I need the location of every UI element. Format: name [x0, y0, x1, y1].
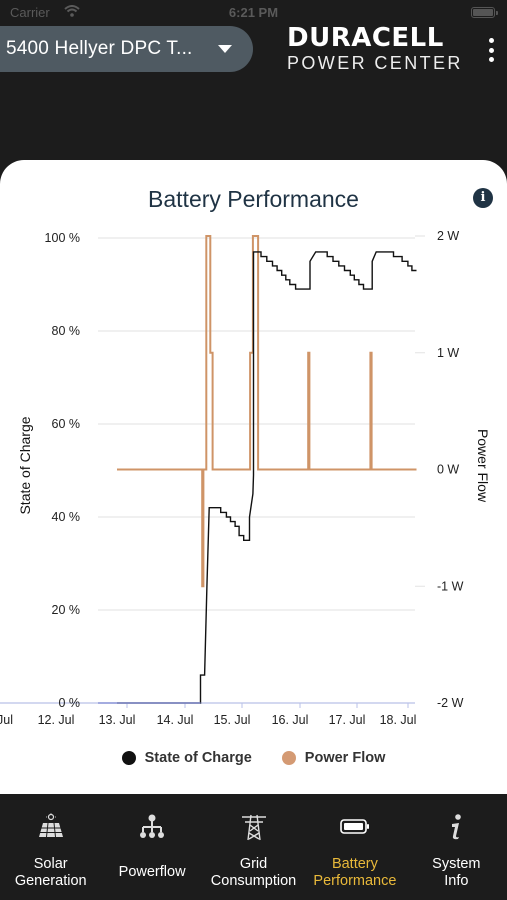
- tab-label: Solar Generation: [14, 856, 87, 889]
- legend-label: Power Flow: [304, 750, 386, 766]
- y-left-tick-label: 40 %: [52, 510, 81, 524]
- battery-icon: [340, 810, 370, 844]
- y-right-tick-label: -1 W: [437, 579, 464, 593]
- y-left-axis-title: State of Charge: [17, 416, 33, 514]
- power-tower-icon: [240, 810, 268, 844]
- tab-label: Powerflow: [118, 864, 186, 880]
- y-right-axis-title: Power Flow: [475, 429, 491, 503]
- wifi-icon: [64, 5, 80, 17]
- legend-marker: [121, 751, 136, 765]
- brand-name: DURACELL: [287, 23, 444, 53]
- brand-logo: DURACELL POWER CENTER: [287, 24, 463, 74]
- y-left-tick-label: 80 %: [52, 324, 81, 338]
- carrier-label: Carrier: [10, 5, 50, 20]
- info-icon: [446, 810, 466, 844]
- tab-label: Battery Performance: [313, 856, 397, 889]
- x-tick-label: 17. Jul: [329, 713, 366, 727]
- legend-label: State of Charge: [144, 750, 252, 766]
- tab-powerflow[interactable]: Powerflow: [101, 794, 202, 900]
- y-right-tick-label: 1 W: [437, 346, 459, 360]
- tab-grid-consumption[interactable]: Grid Consumption: [203, 794, 304, 900]
- battery-performance-chart[interactable]: 0 % 20 % 40 % 60 % 80 % 100 % -2 W -1 W 0 W 1 W 2 …: [0, 160, 507, 740]
- x-tick-label: 15. Jul: [214, 713, 251, 727]
- legend-item-state-of-charge[interactable]: State of Charge: [121, 750, 252, 766]
- tab-label: System Info: [432, 856, 481, 889]
- more-menu-icon[interactable]: [489, 38, 497, 62]
- solar-panel-icon: [37, 810, 65, 844]
- y-left-tick-label: 60 %: [52, 417, 81, 431]
- y-left-tick-label: 0 %: [58, 696, 80, 710]
- x-tick-label: 12. Jul: [38, 713, 75, 727]
- y-left-tick-label: 20 %: [52, 603, 81, 617]
- battery-performance-card: Battery Performance i 0 % 20 % 40 % 60 % 80 …: [0, 160, 507, 794]
- bottom-tab-bar: Solar Generation Powerflow Grid Cons: [0, 794, 507, 900]
- y-right-tick-label: -2 W: [437, 696, 464, 710]
- battery-status-icon: [471, 7, 498, 18]
- status-bar: Carrier 6:21 PM: [0, 0, 507, 26]
- site-name: 5400 Hellyer DPC T...: [6, 38, 193, 59]
- tab-solar-generation[interactable]: Solar Generation: [0, 794, 101, 900]
- chevron-down-icon: [218, 45, 232, 53]
- x-tick-label: 13. Jul: [99, 713, 136, 727]
- y-left-tick-label: 100 %: [45, 231, 80, 245]
- card-title: Battery Performance: [148, 186, 359, 212]
- legend-marker: [281, 751, 296, 765]
- x-tick-label: 14. Jul: [157, 713, 194, 727]
- tab-system-info[interactable]: System Info: [406, 794, 507, 900]
- info-icon[interactable]: i: [473, 188, 493, 208]
- legend-item-power-flow[interactable]: Power Flow: [281, 750, 386, 766]
- brand-subtitle: POWER CENTER: [287, 53, 463, 73]
- x-tick-label: 18. Jul: [380, 713, 417, 727]
- series-line-state-of-charge: [117, 251, 417, 704]
- site-selector-dropdown[interactable]: 5400 Hellyer DPC T...: [0, 26, 253, 72]
- y-right-tick-label: 2 W: [437, 229, 459, 243]
- tab-label: Grid Consumption: [210, 856, 297, 889]
- series-line-power-flow: [117, 235, 417, 588]
- tab-battery-performance[interactable]: Battery Performance: [304, 794, 405, 900]
- status-time: 6:21 PM: [228, 5, 279, 20]
- x-tick-label: 16. Jul: [272, 713, 309, 727]
- chart-legend: State of Charge Power Flow: [0, 750, 507, 766]
- powerflow-icon: [138, 810, 166, 844]
- x-tick-label: Jul: [0, 713, 13, 727]
- y-right-tick-label: 0 W: [437, 463, 459, 477]
